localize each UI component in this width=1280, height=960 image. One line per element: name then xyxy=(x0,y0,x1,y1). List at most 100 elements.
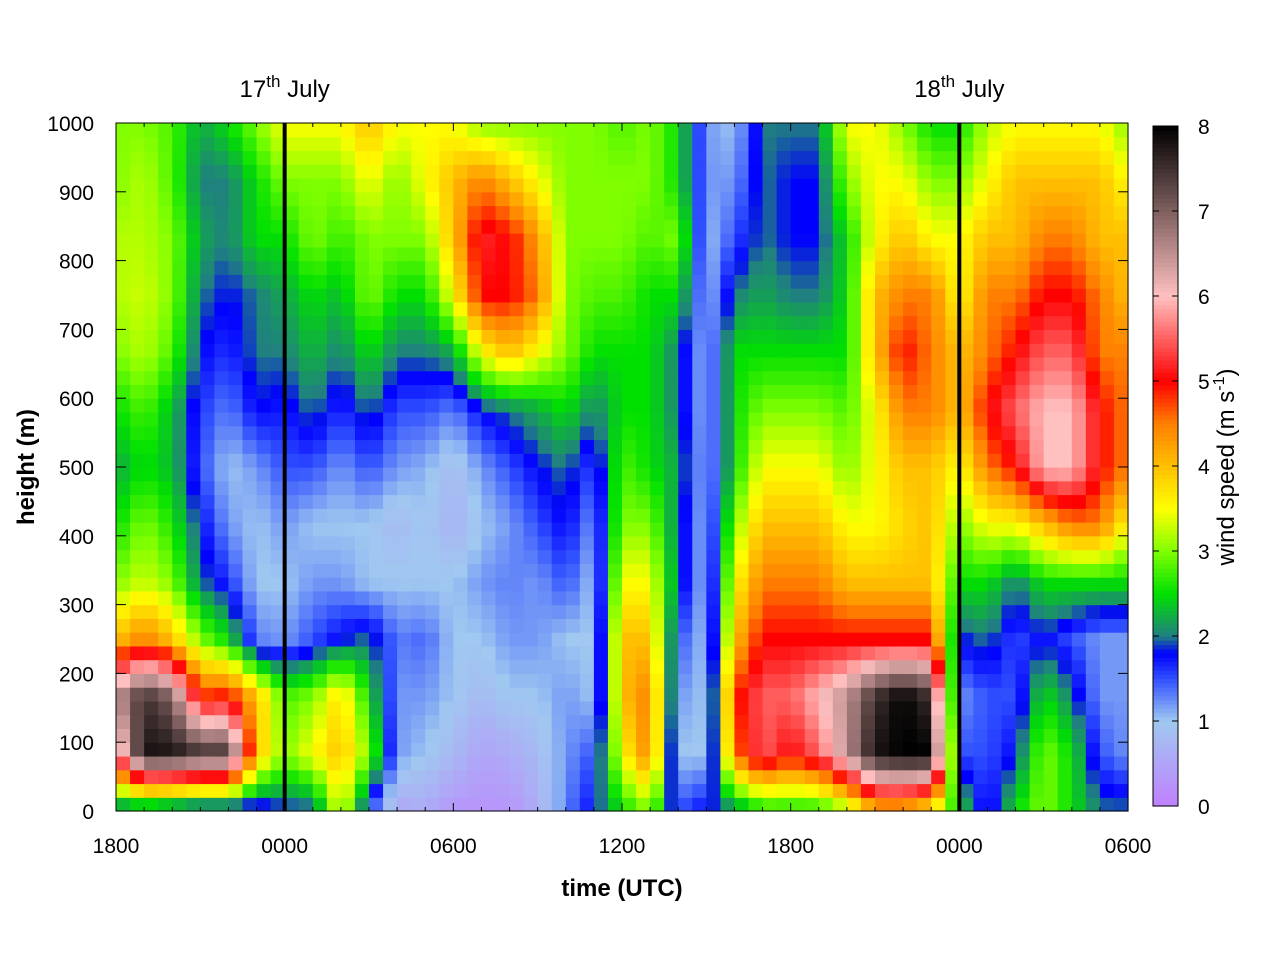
heatmap-cell xyxy=(467,480,483,496)
colorbar-swatch xyxy=(1153,474,1178,480)
heatmap-cell xyxy=(565,590,581,606)
heatmap-cell xyxy=(256,315,272,330)
heatmap-cell xyxy=(495,673,511,688)
heatmap-cell xyxy=(144,219,159,234)
heatmap-cell xyxy=(242,233,258,248)
heatmap-cell xyxy=(256,301,272,317)
heatmap-cell xyxy=(748,659,764,674)
heatmap-cell xyxy=(326,508,342,523)
heatmap-cell xyxy=(354,398,370,413)
heatmap-cell xyxy=(214,742,230,757)
heatmap-cell xyxy=(425,356,440,372)
heatmap-cell xyxy=(1085,480,1101,496)
heatmap-cell xyxy=(116,480,131,496)
heatmap-cell xyxy=(551,687,567,702)
heatmap-cell xyxy=(1113,714,1129,730)
heatmap-cell xyxy=(242,191,258,207)
heatmap-cell xyxy=(425,645,440,661)
heatmap-cell xyxy=(158,742,173,757)
heatmap-cell xyxy=(256,480,272,496)
heatmap-cell xyxy=(636,687,651,702)
heatmap-cell xyxy=(1099,618,1115,633)
heatmap-cell xyxy=(186,755,201,771)
heatmap-cell xyxy=(818,645,834,661)
heatmap-cell xyxy=(875,205,890,220)
heatmap-cell xyxy=(692,329,707,344)
colorbar-swatch xyxy=(1153,508,1178,514)
heatmap-cell xyxy=(734,700,750,716)
heatmap-cell xyxy=(1057,384,1073,399)
colorbar-swatch xyxy=(1153,453,1178,459)
heatmap-cell xyxy=(804,315,820,330)
heatmap-cell xyxy=(130,246,145,262)
heatmap-cell xyxy=(1071,178,1087,193)
colorbar-swatch xyxy=(1153,457,1178,463)
heatmap-cell xyxy=(875,783,890,798)
heatmap-cell xyxy=(298,233,314,248)
heatmap-cell xyxy=(116,123,131,138)
heatmap-cell xyxy=(509,769,525,785)
heatmap-cell xyxy=(959,797,974,812)
heatmap-cell xyxy=(1071,659,1087,674)
heatmap-cell xyxy=(931,577,946,592)
heatmap-cell xyxy=(228,315,244,330)
heatmap-cell xyxy=(607,659,623,674)
heatmap-cell xyxy=(607,797,623,812)
heatmap-cell xyxy=(537,356,553,372)
heatmap-cell xyxy=(242,356,258,372)
colorbar-swatch xyxy=(1153,742,1178,748)
heatmap-cell xyxy=(439,714,454,730)
heatmap-cell xyxy=(1001,467,1017,482)
heatmap-cell xyxy=(509,123,525,138)
heatmap-cell xyxy=(467,329,483,344)
heatmap-cell xyxy=(214,191,230,207)
heatmap-cell xyxy=(565,136,581,152)
heatmap-cell xyxy=(1085,329,1101,344)
heatmap-cell xyxy=(326,191,342,207)
heatmap-cell xyxy=(284,577,300,592)
heatmap-cell xyxy=(523,590,539,606)
heatmap-cell xyxy=(1113,563,1129,578)
heatmap-cell xyxy=(537,742,553,757)
heatmap-cell xyxy=(818,659,834,674)
heatmap-cell xyxy=(1099,659,1115,674)
heatmap-cell xyxy=(1085,398,1101,413)
heatmap-cell xyxy=(931,453,946,468)
heatmap-cell xyxy=(158,233,173,248)
heatmap-cell xyxy=(1043,398,1059,413)
heatmap-cell xyxy=(818,687,834,702)
heatmap-cell xyxy=(762,329,778,344)
heatmap-cell xyxy=(1099,260,1115,275)
heatmap-cell xyxy=(298,301,314,317)
heatmap-cell xyxy=(228,398,244,413)
colorbar-swatch xyxy=(1153,733,1178,739)
heatmap-cell xyxy=(186,632,201,647)
heatmap-cell xyxy=(312,494,328,509)
heatmap-cell xyxy=(593,494,609,509)
heatmap-cell xyxy=(579,453,595,468)
heatmap-cell xyxy=(1001,301,1017,317)
heatmap-cell xyxy=(1029,645,1045,661)
heatmap-cell xyxy=(467,659,483,674)
heatmap-cell xyxy=(1043,618,1059,633)
heatmap-cell xyxy=(340,411,356,427)
heatmap-cell xyxy=(397,783,412,798)
heatmap-cell xyxy=(748,274,764,289)
heatmap-cell xyxy=(425,274,440,289)
heatmap-cell xyxy=(1057,604,1073,619)
heatmap-cell xyxy=(917,549,932,564)
heatmap-cell xyxy=(425,549,440,564)
heatmap-cell xyxy=(832,700,848,716)
heatmap-cell xyxy=(186,673,201,688)
heatmap-cell xyxy=(130,604,145,619)
heatmap-cell xyxy=(298,288,314,303)
heatmap-cell xyxy=(706,439,721,454)
heatmap-cell xyxy=(1043,425,1059,441)
heatmap-cell xyxy=(593,384,609,399)
heatmap-cell xyxy=(636,590,651,606)
heatmap-cell xyxy=(144,439,159,454)
heatmap-cell xyxy=(1001,288,1017,303)
heatmap-cell xyxy=(804,522,820,537)
heatmap-cell xyxy=(340,191,356,207)
heatmap-cell xyxy=(326,632,342,647)
